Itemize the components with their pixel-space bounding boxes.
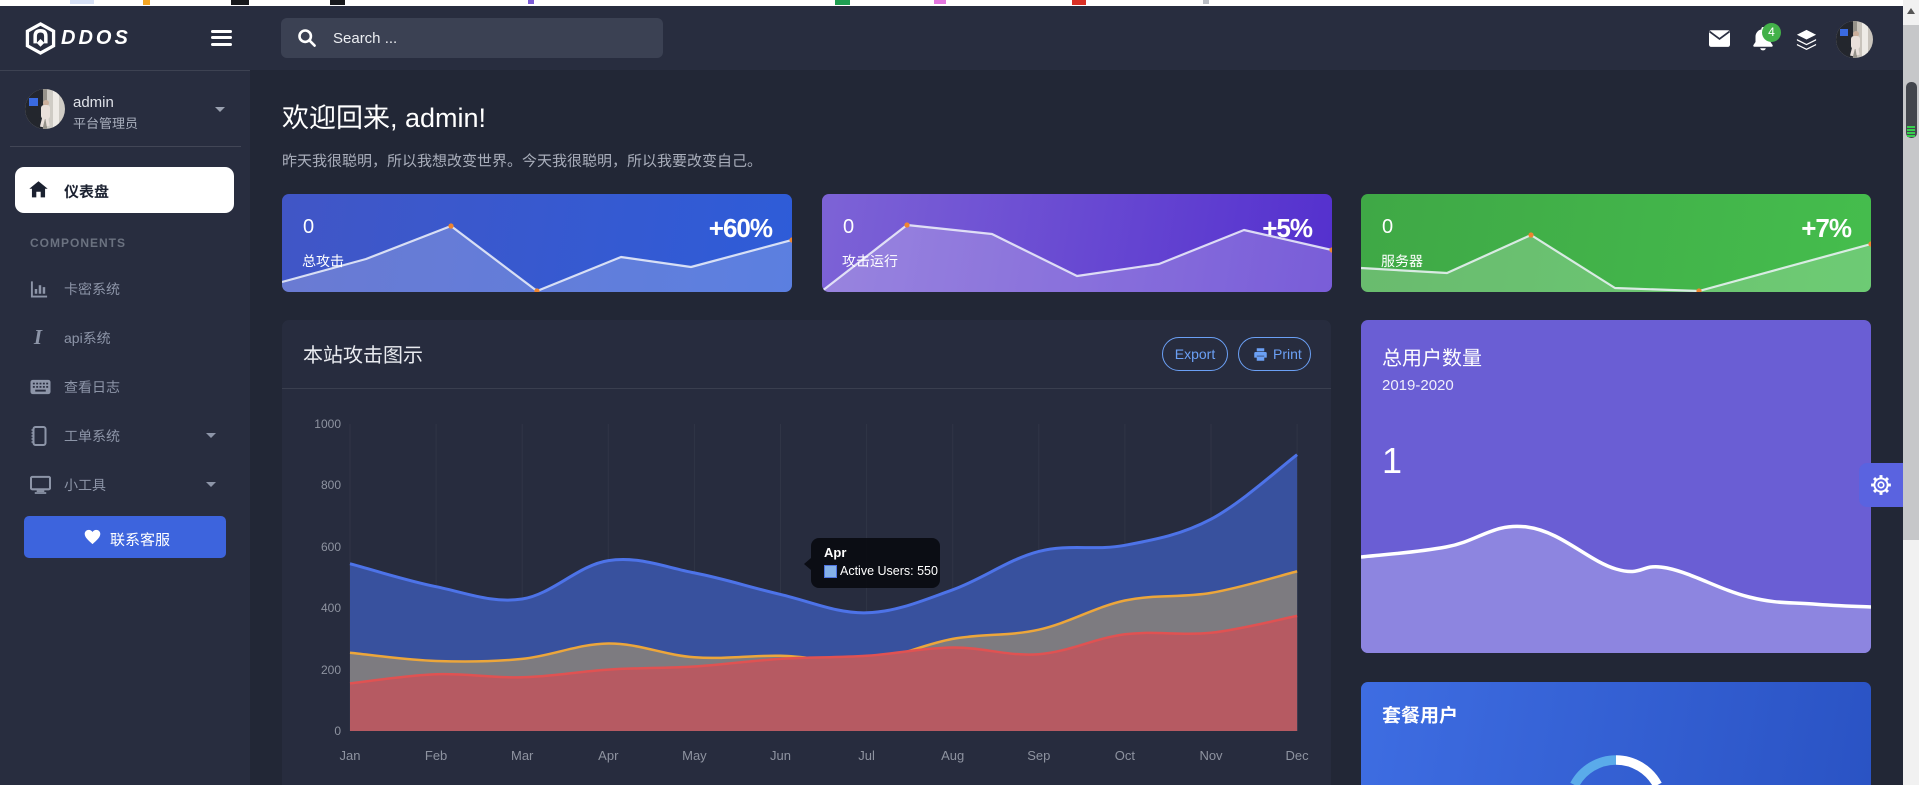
svg-text:400: 400 [321,601,341,615]
svg-text:Sep: Sep [1027,748,1050,763]
svg-text:Jun: Jun [770,748,791,763]
svg-text:0: 0 [334,724,341,738]
svg-text:Nov: Nov [1199,748,1223,763]
svg-text:May: May [682,748,707,763]
svg-text:Jan: Jan [340,748,361,763]
svg-text:Mar: Mar [511,748,534,763]
svg-text:600: 600 [321,540,341,554]
svg-text:Feb: Feb [425,748,447,763]
svg-text:800: 800 [321,478,341,492]
svg-text:200: 200 [321,663,341,677]
svg-text:Jul: Jul [858,748,875,763]
svg-text:Aug: Aug [941,748,964,763]
svg-text:1000: 1000 [314,417,341,431]
svg-text:Oct: Oct [1115,748,1136,763]
svg-text:I: I [33,328,43,348]
svg-text:Apr: Apr [598,748,619,763]
svg-text:Dec: Dec [1286,748,1310,763]
